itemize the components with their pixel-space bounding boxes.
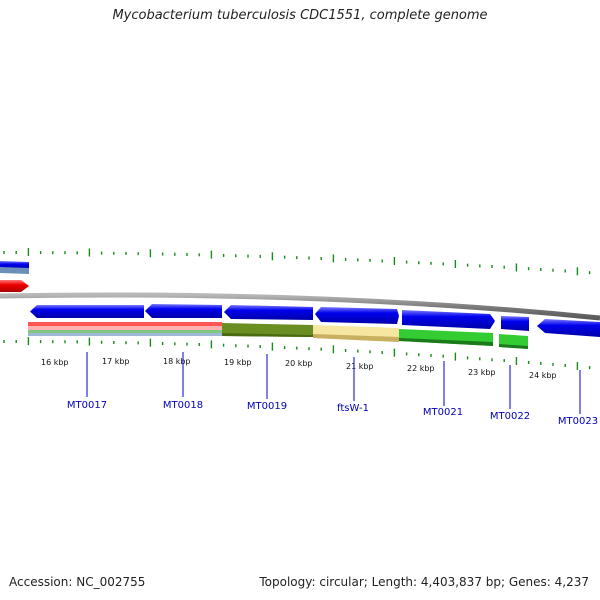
genome-summary-text: Topology: circular; Length: 4,403,837 bp… <box>259 575 589 589</box>
gene-label-mt0017[interactable]: MT0017 <box>67 400 107 411</box>
kbp-scale: 16 kbp 17 kbp 18 kbp 19 kbp 20 kbp 21 kb… <box>41 357 557 380</box>
gene-mt0019[interactable] <box>224 305 313 320</box>
kbp-label: 22 kbp <box>407 364 435 373</box>
left-edge-features <box>0 261 29 292</box>
kbp-label: 19 kbp <box>224 358 252 367</box>
gene-mt0018[interactable] <box>145 304 222 318</box>
gene-track <box>30 304 600 337</box>
gene-mt0023[interactable] <box>537 319 600 337</box>
kbp-label: 21 kbp <box>346 362 374 371</box>
lower-tick-track <box>3 337 591 370</box>
gene-label-mt0023[interactable]: MT0023 <box>558 416 598 427</box>
gene-label-leaders <box>86 352 581 414</box>
upper-tick-track <box>3 248 591 276</box>
kbp-label: 17 kbp <box>102 357 130 366</box>
kbp-label: 16 kbp <box>41 358 69 367</box>
band-olive-shade <box>222 333 313 337</box>
band-pink <box>28 326 222 330</box>
gene-mt0022[interactable] <box>501 316 529 331</box>
gene-label-mt0022[interactable]: MT0022 <box>490 411 530 422</box>
feature-band <box>28 322 528 349</box>
band-yellow-shade <box>313 334 399 342</box>
gene-mt0021[interactable] <box>402 310 495 329</box>
band-blue-gray <box>28 333 222 336</box>
partial-gene-left-shade <box>0 267 29 274</box>
kbp-label: 18 kbp <box>163 357 191 366</box>
gene-label-mt0019[interactable]: MT0019 <box>247 401 287 412</box>
kbp-label: 24 kbp <box>529 371 557 380</box>
gene-label-ftsw-1[interactable]: ftsW-1 <box>337 403 369 414</box>
gene-ftsw-1[interactable] <box>315 307 399 324</box>
band-green-short-shade <box>499 344 528 349</box>
kbp-label: 20 kbp <box>285 359 313 368</box>
gene-labels: MT0017 MT0018 MT0019 ftsW-1 MT0021 MT002… <box>67 400 598 427</box>
gene-label-mt0021[interactable]: MT0021 <box>423 407 463 418</box>
kbp-label: 23 kbp <box>468 368 496 377</box>
accession-text: Accession: NC_002755 <box>9 575 146 589</box>
page-title: Mycobacterium tuberculosis CDC1551, comp… <box>112 8 488 23</box>
gene-label-mt0018[interactable]: MT0018 <box>163 400 203 411</box>
band-bright-green-shade <box>399 338 493 346</box>
gene-mt0017[interactable] <box>30 305 144 318</box>
genome-backbone-arc <box>0 292 600 321</box>
partial-red-gene-left[interactable] <box>0 280 29 292</box>
